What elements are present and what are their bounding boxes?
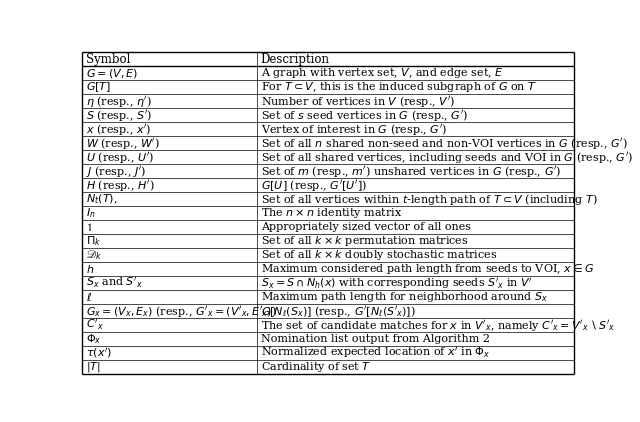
Text: The set of candidate matches for $x$ in $V'_x$, namely $C'_x = V'_x \setminus S': The set of candidate matches for $x$ in … bbox=[260, 317, 615, 333]
Text: For $T \subset V$, this is the induced subgraph of $G$ on $T$: For $T \subset V$, this is the induced s… bbox=[260, 80, 537, 94]
Text: Set of all shared vertices, including seeds and VOI in $G$ (resp., $G'$): Set of all shared vertices, including se… bbox=[260, 150, 633, 165]
Text: $\tau(x')$: $\tau(x')$ bbox=[86, 346, 113, 360]
Text: $J$ (resp., $J'$): $J$ (resp., $J'$) bbox=[86, 164, 147, 179]
Text: $G_x = (V_x,E_x)$ (resp., $G'_x = (V'_x,E'_x)$): $G_x = (V_x,E_x)$ (resp., $G'_x = (V'_x,… bbox=[86, 303, 277, 319]
Text: Set of all $n$ shared non-seed and non-VOI vertices in $G$ (resp., $G'$): Set of all $n$ shared non-seed and non-V… bbox=[260, 136, 628, 151]
Text: $G[N_\ell(S_x)]$ (resp., $G'[N_\ell(S'_x)]$): $G[N_\ell(S_x)]$ (resp., $G'[N_\ell(S'_x… bbox=[260, 303, 415, 319]
Text: $G[U]$ (resp., $G'[U']$): $G[U]$ (resp., $G'[U']$) bbox=[260, 178, 367, 192]
Text: Appropriately sized vector of all ones: Appropriately sized vector of all ones bbox=[260, 222, 471, 232]
Text: $|T|$: $|T|$ bbox=[86, 360, 101, 374]
Text: $S_x = S \cap N_h(x)$ with corresponding seeds $S'_x$ in $V'$: $S_x = S \cap N_h(x)$ with corresponding… bbox=[260, 276, 532, 290]
Text: Number of vertices in $V$ (resp., $V'$): Number of vertices in $V$ (resp., $V'$) bbox=[260, 94, 455, 109]
Text: The $n \times n$ identity matrix: The $n \times n$ identity matrix bbox=[260, 206, 402, 220]
Text: Set of all vertices within $t$-length path of $T \subset V$ (including $T$): Set of all vertices within $t$-length pa… bbox=[260, 192, 597, 207]
Text: Set of $m$ (resp., $m'$) unshared vertices in $G$ (resp., $G'$): Set of $m$ (resp., $m'$) unshared vertic… bbox=[260, 164, 561, 179]
Text: Cardinality of set $T$: Cardinality of set $T$ bbox=[260, 360, 371, 374]
Text: $C'_x$: $C'_x$ bbox=[86, 318, 104, 333]
Text: $\ell$: $\ell$ bbox=[86, 291, 93, 303]
Text: $\Phi_x$: $\Phi_x$ bbox=[86, 332, 102, 346]
Text: $x$ (resp., $x'$): $x$ (resp., $x'$) bbox=[86, 122, 152, 137]
Text: $\mathbb{1}$: $\mathbb{1}$ bbox=[86, 221, 92, 233]
Text: $\eta$ (resp., $\eta'$): $\eta$ (resp., $\eta'$) bbox=[86, 94, 152, 109]
Text: $I_n$: $I_n$ bbox=[86, 206, 96, 220]
Text: $\Pi_k$: $\Pi_k$ bbox=[86, 234, 102, 248]
Text: $S$ (resp., $S'$): $S$ (resp., $S'$) bbox=[86, 108, 152, 123]
Text: $G[T]$: $G[T]$ bbox=[86, 80, 111, 94]
Text: Set of all $k \times k$ doubly stochastic matrices: Set of all $k \times k$ doubly stochasti… bbox=[260, 248, 497, 262]
Text: $G = (V,E)$: $G = (V,E)$ bbox=[86, 67, 139, 80]
Text: Normalized expected location of $x'$ in $\Phi_x$: Normalized expected location of $x'$ in … bbox=[260, 346, 490, 360]
Text: A graph with vertex set, $V$, and edge set, $E$: A graph with vertex set, $V$, and edge s… bbox=[260, 66, 504, 80]
Text: $h$: $h$ bbox=[86, 263, 95, 275]
Text: Nomination list output from Algorithm 2: Nomination list output from Algorithm 2 bbox=[260, 334, 490, 344]
Text: Symbol: Symbol bbox=[86, 53, 131, 66]
Text: Set of $s$ seed vertices in $G$ (resp., $G'$): Set of $s$ seed vertices in $G$ (resp., … bbox=[260, 108, 468, 123]
Text: Description: Description bbox=[260, 53, 330, 66]
Text: Maximum considered path length from seeds to VOI, $x \in G$: Maximum considered path length from seed… bbox=[260, 262, 594, 276]
Text: $N_t(T)$,: $N_t(T)$, bbox=[86, 192, 118, 206]
Text: Set of all $k \times k$ permutation matrices: Set of all $k \times k$ permutation matr… bbox=[260, 234, 468, 248]
Text: $U$ (resp., $U'$): $U$ (resp., $U'$) bbox=[86, 150, 155, 165]
Text: $H$ (resp., $H'$): $H$ (resp., $H'$) bbox=[86, 178, 155, 192]
Text: $S_x$ and $S'_x$: $S_x$ and $S'_x$ bbox=[86, 276, 143, 290]
Text: $W$ (resp., $W'$): $W$ (resp., $W'$) bbox=[86, 136, 161, 151]
Text: Vertex of interest in $G$ (resp., $G'$): Vertex of interest in $G$ (resp., $G'$) bbox=[260, 122, 447, 137]
Text: Maximum path length for neighborhood around $S_x$: Maximum path length for neighborhood aro… bbox=[260, 290, 548, 304]
Text: $\mathscr{D}_k$: $\mathscr{D}_k$ bbox=[86, 248, 103, 262]
